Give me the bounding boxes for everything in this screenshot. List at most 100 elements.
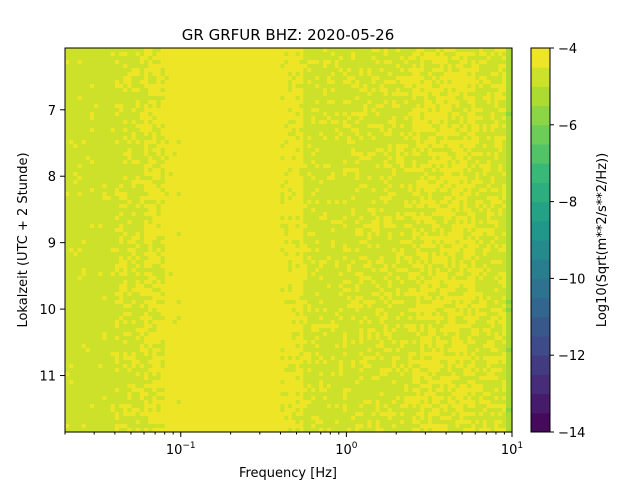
heatmap-cell <box>260 328 266 333</box>
heatmap-cell <box>123 384 128 389</box>
heatmap-cell <box>94 52 99 57</box>
heatmap-cell <box>232 68 238 73</box>
heatmap-cell <box>110 100 116 105</box>
heatmap-cell <box>110 280 116 285</box>
heatmap-cell <box>188 84 194 89</box>
heatmap-cell <box>106 380 112 385</box>
heatmap-cell <box>192 340 198 345</box>
heatmap-cell <box>272 184 278 189</box>
heatmap-cell <box>123 140 128 145</box>
heatmap-cell <box>260 152 266 157</box>
heatmap-cell <box>260 76 266 81</box>
heatmap-cell <box>228 56 234 61</box>
heatmap-cell <box>172 168 178 173</box>
heatmap-cell <box>98 52 103 57</box>
heatmap-cell <box>131 104 137 109</box>
heatmap-cell <box>81 252 87 257</box>
heatmap-cell <box>216 368 222 373</box>
heatmap-cell <box>180 296 186 301</box>
heatmap-cell <box>244 364 250 369</box>
heatmap-cell <box>228 248 234 253</box>
heatmap-cell <box>65 360 70 365</box>
heatmap-cell <box>272 284 278 289</box>
heatmap-cell <box>94 228 99 233</box>
heatmap-cell <box>77 124 83 129</box>
heatmap-cell <box>244 116 250 121</box>
heatmap-cell <box>172 84 178 89</box>
heatmap-cell <box>94 108 99 113</box>
heatmap-cell <box>204 144 210 149</box>
heatmap-cell <box>220 140 226 145</box>
heatmap-cell <box>77 96 83 101</box>
heatmap-cell <box>204 64 210 69</box>
heatmap-cell <box>148 112 153 117</box>
heatmap-cell <box>160 248 166 253</box>
heatmap-cell <box>127 324 133 329</box>
heatmap-cell <box>144 236 149 241</box>
heatmap-cell <box>114 404 120 409</box>
heatmap-cell <box>240 328 246 333</box>
heatmap-cell <box>119 108 124 113</box>
heatmap-cell <box>240 300 246 305</box>
heatmap-cell <box>164 124 170 129</box>
heatmap-cell <box>220 204 226 209</box>
heatmap-cell <box>200 196 206 201</box>
heatmap-cell <box>268 240 274 245</box>
heatmap-cell <box>106 92 112 97</box>
heatmap-cell <box>131 328 137 333</box>
heatmap-cell <box>232 296 238 301</box>
heatmap-cell <box>244 224 250 229</box>
heatmap-cell <box>156 84 162 89</box>
heatmap-cell <box>172 280 178 285</box>
heatmap-cell <box>106 428 112 433</box>
heatmap-cell <box>65 108 70 113</box>
heatmap-cell <box>156 76 162 81</box>
heatmap-cell <box>94 80 99 85</box>
heatmap-cell <box>184 92 190 97</box>
heatmap-cell <box>168 180 174 185</box>
heatmap-cell <box>123 260 128 265</box>
heatmap-cell <box>139 116 145 121</box>
heatmap-cell <box>148 416 153 421</box>
heatmap-cell <box>260 420 266 425</box>
heatmap-cell <box>110 160 116 165</box>
heatmap-cell <box>102 224 108 229</box>
heatmap-cell <box>139 168 145 173</box>
heatmap-cell <box>228 348 234 353</box>
heatmap-cell <box>260 312 266 317</box>
heatmap-cell <box>110 108 116 113</box>
heatmap-cell <box>156 384 162 389</box>
heatmap-cell <box>89 172 95 177</box>
heatmap-cell <box>260 100 266 105</box>
heatmap-cell <box>164 144 170 149</box>
heatmap-cell <box>268 52 274 57</box>
heatmap-cell <box>94 60 99 65</box>
heatmap-cell <box>89 372 95 377</box>
heatmap-cell <box>127 48 133 53</box>
heatmap-cell <box>85 404 91 409</box>
heatmap-cell <box>192 136 198 141</box>
heatmap-cell <box>200 64 206 69</box>
heatmap-cell <box>127 368 133 373</box>
heatmap-cell <box>135 368 141 373</box>
heatmap-cell <box>85 260 91 265</box>
heatmap-cell <box>256 224 262 229</box>
heatmap-cell <box>204 76 210 81</box>
heatmap-cell <box>236 68 242 73</box>
heatmap-cell <box>260 92 266 97</box>
heatmap-cell <box>200 400 206 405</box>
heatmap-cell <box>110 224 116 229</box>
heatmap-cell <box>119 292 124 297</box>
heatmap-cell <box>144 316 149 321</box>
heatmap-cell <box>106 80 112 85</box>
heatmap-cell <box>98 208 103 213</box>
heatmap-cell <box>81 408 87 413</box>
heatmap-cell <box>272 48 278 53</box>
heatmap-cell <box>131 264 137 269</box>
heatmap-cell <box>256 184 262 189</box>
heatmap-cell <box>208 112 214 117</box>
heatmap-cell <box>73 64 79 69</box>
heatmap-cell <box>176 160 182 165</box>
heatmap-cell <box>272 332 278 337</box>
heatmap-cell <box>260 284 266 289</box>
